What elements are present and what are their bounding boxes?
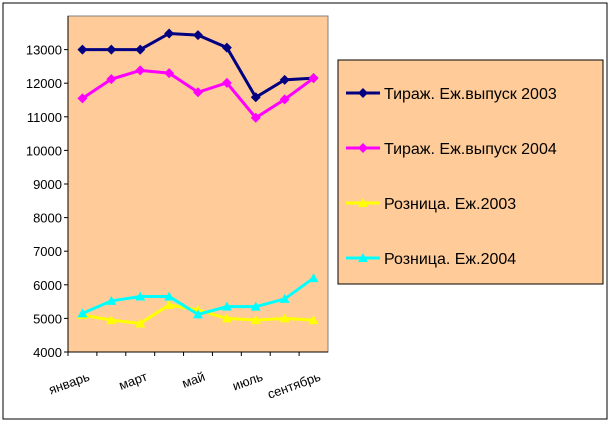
marker: [135, 291, 146, 301]
marker: [106, 44, 117, 55]
marker: [221, 77, 232, 88]
marker: [250, 92, 261, 103]
y-tick-label: 12000: [26, 76, 62, 91]
marker: [135, 44, 146, 55]
y-tick-label: 11000: [27, 110, 62, 125]
y-tick-label: 10000: [26, 143, 62, 158]
marker: [221, 313, 232, 323]
marker: [279, 313, 290, 323]
y-tick-label: 9000: [33, 177, 62, 192]
marker: [77, 44, 88, 55]
marker: [193, 87, 203, 98]
marker: [77, 93, 88, 104]
y-tick-label: 6000: [33, 278, 62, 293]
legend-box: [337, 59, 604, 285]
marker: [164, 28, 175, 39]
marker: [308, 315, 319, 325]
marker: [308, 73, 319, 84]
marker: [250, 315, 261, 325]
marker: [358, 88, 368, 98]
marker: [250, 112, 261, 123]
marker: [358, 143, 368, 153]
marker: [164, 291, 175, 301]
legend-label: Тираж. Еж.выпуск 2003: [384, 86, 557, 103]
marker: [221, 301, 232, 311]
marker: [221, 42, 232, 53]
marker: [250, 301, 261, 311]
y-tick-label: 7000: [33, 244, 62, 259]
marker: [164, 68, 175, 79]
marker: [193, 30, 203, 41]
marker: [164, 299, 175, 309]
legend-label: Розница. Еж.2004: [384, 251, 516, 268]
y-tick-label: 4000: [33, 345, 62, 360]
marker: [77, 308, 88, 318]
marker: [308, 273, 319, 283]
marker: [279, 94, 290, 105]
legend-label: Розница. Еж.2003: [384, 196, 516, 213]
marker: [106, 295, 117, 305]
y-tick-label: 5000: [33, 311, 62, 326]
marker: [135, 318, 146, 328]
marker: [193, 309, 203, 319]
marker: [106, 315, 117, 325]
marker: [279, 293, 290, 303]
marker: [358, 198, 368, 207]
marker: [106, 74, 117, 85]
legend-label: Тираж. Еж.выпуск 2004: [384, 141, 557, 158]
marker: [358, 253, 368, 262]
marker: [279, 74, 290, 85]
marker: [135, 65, 146, 76]
y-tick-label: 13000: [26, 43, 62, 58]
y-tick-label: 8000: [33, 211, 62, 226]
